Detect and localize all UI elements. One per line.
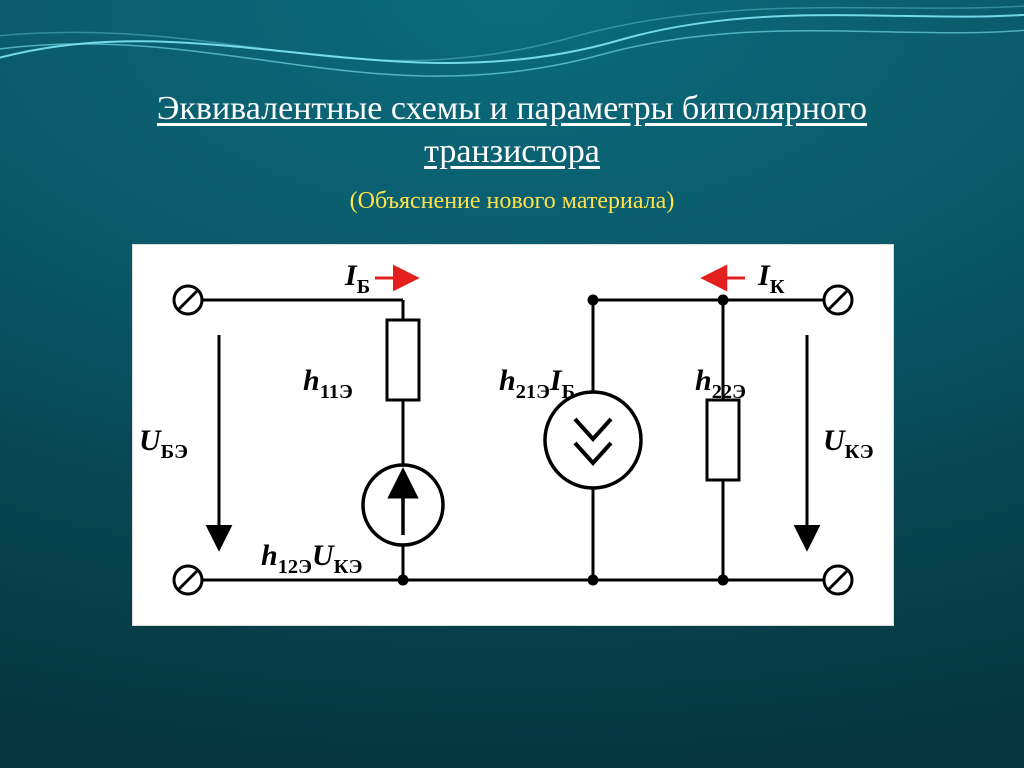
terminal-bottom-left — [174, 566, 202, 594]
label-uke: UКЭ — [823, 424, 874, 463]
terminal-top-right — [824, 286, 852, 314]
resistor-h22 — [707, 400, 739, 480]
resistor-h11 — [387, 320, 419, 400]
terminal-bottom-right — [824, 566, 852, 594]
label-h11: h11Э — [303, 364, 353, 403]
voltage-source-h12 — [363, 465, 443, 545]
slide: Эквивалентные схемы и параметры биполярн… — [0, 0, 1024, 768]
terminal-top-left — [174, 286, 202, 314]
label-ube: UБЭ — [139, 424, 188, 463]
label-h12u: h12ЭUКЭ — [261, 539, 362, 578]
label-ik: IК — [757, 259, 785, 298]
circuit-diagram: IБ IК UБЭ UКЭ h11Э h22Э h12ЭUКЭ — [132, 244, 894, 626]
circuit-svg: IБ IК UБЭ UКЭ h11Э h22Э h12ЭUКЭ — [133, 245, 893, 625]
label-h22: h22Э — [695, 364, 746, 403]
slide-subtitle: (Объяснение нового материала) — [0, 188, 1024, 215]
current-source-h21 — [545, 392, 641, 488]
label-ib: IБ — [344, 259, 370, 298]
label-h21i: h21ЭIБ — [499, 364, 575, 403]
slide-title: Эквивалентные схемы и параметры биполярн… — [0, 88, 1024, 173]
labels: IБ IК UБЭ UКЭ h11Э h22Э h12ЭUКЭ — [139, 259, 874, 578]
